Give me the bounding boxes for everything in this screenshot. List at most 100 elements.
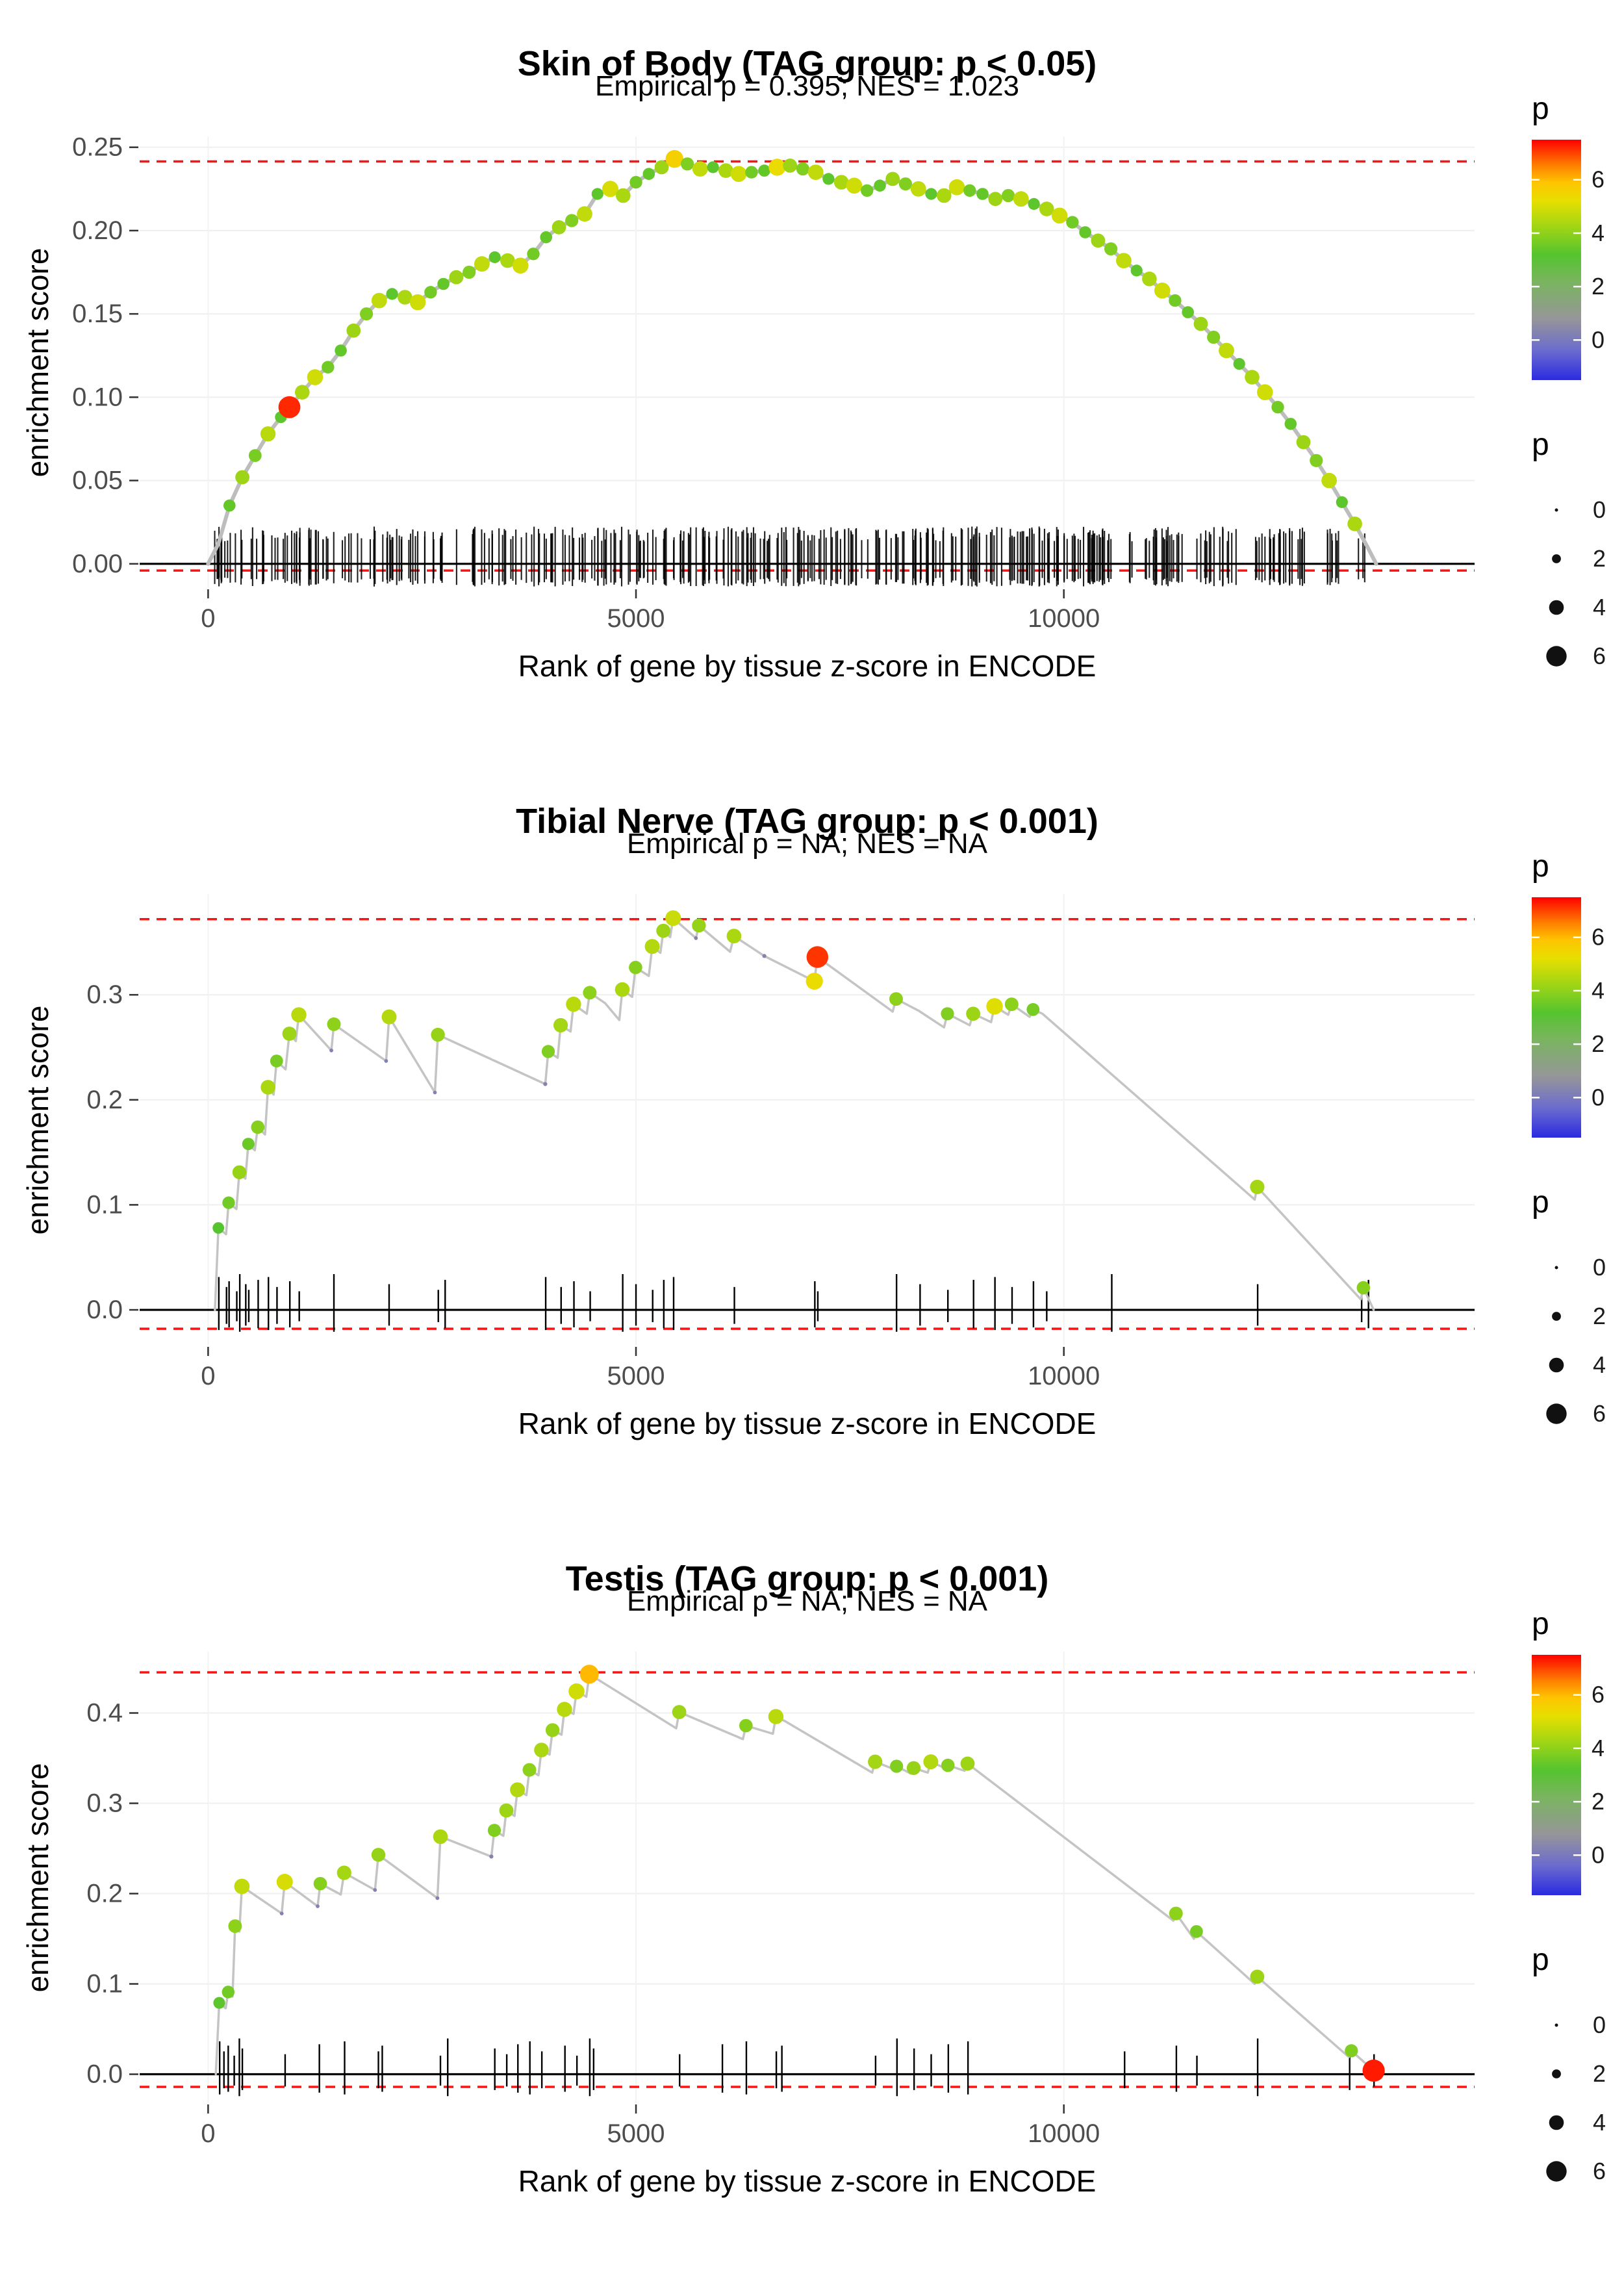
color-legend-bar: [1532, 897, 1581, 1138]
size-legend-label: 4: [1593, 2109, 1606, 2136]
es-curve: [206, 157, 1378, 566]
gene-point: [783, 159, 798, 173]
gene-point: [435, 1896, 440, 1900]
gene-point: [762, 954, 767, 958]
gene-point: [591, 188, 603, 200]
x-axis-tick-label: 5000: [607, 604, 665, 633]
gene-point: [541, 1045, 555, 1058]
chart-subtitle: Empirical p = NA; NES = NA: [626, 828, 988, 860]
y-axis-tick-label: 0.4: [86, 1699, 123, 1728]
color-legend-tick-label: 2: [1592, 1030, 1605, 1057]
gene-point: [373, 1888, 377, 1892]
gene-point: [431, 1027, 445, 1042]
size-legend-dot: [1546, 2161, 1567, 2182]
gene-point: [1296, 435, 1311, 450]
gene-point: [1142, 272, 1157, 287]
gene-point: [543, 1082, 548, 1086]
gene-point: [386, 288, 398, 300]
size-legend-dot: [1546, 646, 1567, 667]
gene-point: [629, 960, 642, 975]
color-legend-tick-label: 6: [1592, 924, 1605, 951]
gene-point: [1284, 418, 1297, 430]
gene-point: [874, 179, 886, 192]
gene-point: [437, 277, 450, 290]
gene-point: [692, 161, 708, 177]
color-legend-title: p: [1532, 1607, 1549, 1641]
y-axis-label: enrichment score: [21, 1763, 55, 1993]
gene-point: [681, 157, 694, 171]
gene-point: [768, 159, 786, 176]
gene-point: [232, 1165, 247, 1179]
gene-point: [656, 923, 671, 938]
gene-point: [941, 1007, 954, 1021]
gene-point: [398, 290, 412, 305]
x-axis-tick-label: 0: [201, 604, 215, 633]
gene-point: [868, 1754, 883, 1769]
y-axis-label: enrichment score: [21, 1005, 55, 1235]
gene-point: [235, 470, 249, 485]
y-axis-tick-label: 0.2: [86, 1086, 123, 1114]
size-legend-dot: [1549, 2115, 1564, 2130]
gene-point: [336, 1865, 351, 1880]
x-axis-label: Rank of gene by tissue z-score in ENCODE: [518, 2164, 1097, 2198]
gene-point: [906, 1761, 921, 1775]
gene-point: [228, 1919, 242, 1934]
gene-point: [545, 1723, 560, 1737]
gene-point: [1250, 1179, 1265, 1194]
gene-point: [260, 1080, 275, 1095]
gene-point: [807, 164, 824, 180]
size-legend-label: 4: [1593, 1351, 1606, 1378]
gene-point: [384, 1059, 388, 1063]
gene-point: [602, 181, 618, 198]
x-axis-label: Rank of gene by tissue z-score in ENCODE: [518, 649, 1097, 683]
y-axis-tick-label: 0.1: [86, 1190, 123, 1219]
y-axis-label: enrichment score: [21, 248, 55, 478]
gene-point: [1104, 242, 1118, 256]
gene-point: [322, 361, 335, 374]
gene-point: [1169, 294, 1182, 307]
gene-point: [270, 1054, 283, 1067]
gene-point: [499, 1803, 514, 1818]
gene-point: [768, 1709, 784, 1724]
gene-point: [279, 1911, 284, 1915]
y-axis-tick-label: 0.00: [72, 550, 123, 578]
gene-point: [487, 1824, 501, 1837]
gene-point: [488, 251, 501, 263]
gene-point: [291, 1007, 307, 1023]
gene-point: [1356, 1281, 1371, 1295]
gene-point: [553, 1017, 568, 1033]
gene-point: [565, 214, 579, 227]
gene-point: [552, 220, 566, 235]
gene-point: [642, 168, 655, 181]
panel-testis: 0 5000 10000 0.0 0.1 0.2 0.3 0.4 p 6 4 2 0 p 0 2 4 6 Test…: [0, 1515, 1624, 2273]
gene-point: [654, 160, 669, 175]
y-axis-tick-label: 0.15: [72, 300, 123, 328]
gene-point: [463, 265, 476, 279]
es-curve: [214, 917, 1375, 1311]
size-legend-dot: [1554, 2023, 1558, 2027]
gene-point: [1169, 1906, 1183, 1921]
gene-point: [692, 918, 706, 933]
size-legend-title: p: [1532, 1943, 1549, 1977]
gene-point: [433, 1829, 448, 1845]
size-legend-label: 2: [1593, 545, 1606, 572]
size-legend-title: p: [1532, 428, 1549, 462]
gene-point: [1336, 496, 1348, 509]
gene-point: [758, 164, 770, 177]
gene-point: [616, 188, 631, 203]
gene-point: [739, 1718, 753, 1733]
size-legend-label: 6: [1593, 2158, 1606, 2184]
gene-point: [1347, 517, 1362, 531]
gene-point: [1182, 306, 1194, 318]
gene-point: [346, 323, 361, 338]
gene-point: [1026, 1003, 1040, 1016]
size-legend-dot: [1549, 600, 1564, 615]
color-legend-bar: [1532, 1655, 1581, 1895]
gene-point: [1116, 253, 1132, 268]
gene-point: [1066, 216, 1079, 229]
gene-point: [910, 181, 926, 197]
y-axis-tick-label: 0.25: [72, 133, 123, 162]
gene-point: [424, 286, 437, 299]
gene-point: [313, 1876, 327, 1891]
